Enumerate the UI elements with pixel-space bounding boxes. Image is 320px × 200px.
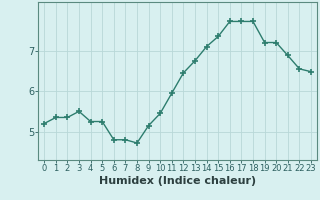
X-axis label: Humidex (Indice chaleur): Humidex (Indice chaleur)	[99, 176, 256, 186]
